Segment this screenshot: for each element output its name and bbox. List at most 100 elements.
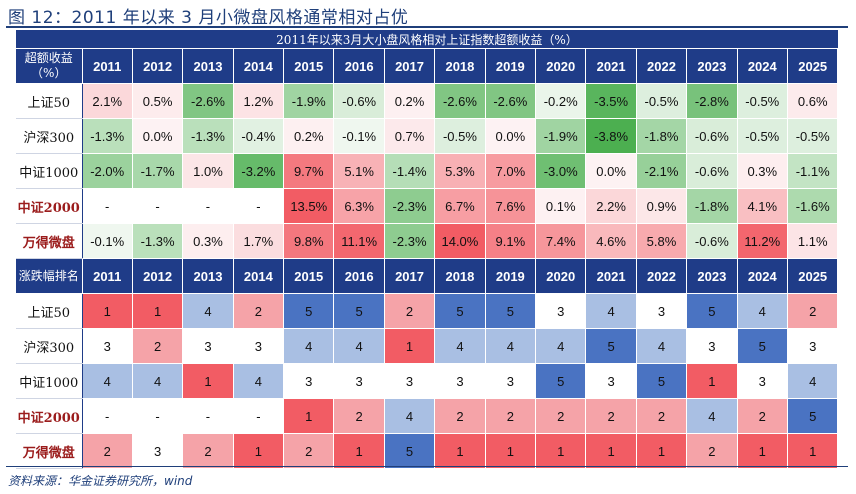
year-header: 2015 (283, 258, 335, 294)
rank-cell: 4 (636, 328, 688, 364)
excess-return-cell: -1.9% (283, 83, 335, 119)
rank-cell: 3 (182, 328, 234, 364)
excess-return-cell: -2.6% (182, 83, 234, 119)
excess-return-cell: 1.7% (233, 223, 285, 259)
rank-cell: 4 (82, 363, 133, 399)
rank-cell: 3 (384, 363, 436, 399)
year-header: 2023 (686, 48, 738, 84)
excess-return-cell: -1.4% (384, 153, 436, 189)
rank-cell: 1 (333, 433, 385, 469)
rank-cell: 4 (485, 328, 537, 364)
excess-return-cell: -0.1% (333, 118, 385, 154)
rank-cell: 3 (333, 363, 385, 399)
rank-cell: 2 (485, 398, 537, 434)
excess-return-cell: 0.3% (737, 153, 788, 189)
excess-return-row: 中证1000 -2.0% -1.7% 1.0% -3.2% 9.7% 5.1% -1.4% 5.… (16, 153, 839, 189)
excess-return-cell: 0.0% (585, 153, 637, 189)
year-header: 2019 (485, 48, 537, 84)
year-header: 2025 (787, 258, 839, 294)
rank-cell: 2 (737, 398, 788, 434)
title-rule (6, 26, 848, 28)
excess-return-cell: - (82, 188, 133, 224)
excess-return-cell: 14.0% (434, 223, 486, 259)
excess-return-cell: -1.3% (132, 223, 184, 259)
excess-return-cell: 4.6% (585, 223, 637, 259)
rank-cell: 2 (283, 433, 335, 469)
source-note: 资料来源：华金证券研究所，wind (8, 474, 193, 488)
year-header: 2024 (737, 48, 788, 84)
excess-return-cell: -3.2% (233, 153, 285, 189)
index-name-label: 中证1000 (16, 363, 83, 399)
rank-cell: 4 (182, 293, 234, 329)
excess-return-cell: -2.8% (686, 83, 738, 119)
year-header: 2014 (233, 258, 285, 294)
rank-cell: 4 (686, 398, 738, 434)
rank-cell: 3 (535, 293, 587, 329)
table-banner-row: 2011年以来3月大小盘风格相对上证指数超额收益（%） (16, 30, 838, 49)
index-name-label: 上证50 (16, 293, 83, 329)
rank-cell: 2 (787, 293, 839, 329)
rank-cell: 2 (686, 433, 738, 469)
excess-return-cell: 7.6% (485, 188, 537, 224)
rank-cell: 5 (333, 293, 385, 329)
index-name-label: 上证50 (16, 83, 83, 119)
excess-return-cell: 0.6% (787, 83, 839, 119)
excess-return-cell: 13.5% (283, 188, 335, 224)
rank-row: 沪深300 3 2 3 3 4 4 1 4 4 4 5 4 3 5 3 (16, 328, 839, 364)
rank-cell: 3 (283, 363, 335, 399)
rank-cell: 3 (132, 433, 184, 469)
rank-cell: 1 (182, 363, 234, 399)
rank-cell: 2 (132, 328, 184, 364)
rank-cell: 1 (82, 293, 133, 329)
year-header: 2022 (636, 258, 688, 294)
excess-return-cell: 5.8% (636, 223, 688, 259)
table-banner-title: 2011年以来3月大小盘风格相对上证指数超额收益（%） (16, 30, 838, 49)
year-header: 2017 (384, 258, 436, 294)
rank-cell: 3 (585, 363, 637, 399)
excess-return-cell: 0.2% (283, 118, 335, 154)
rank-cell: 5 (283, 293, 335, 329)
rank-cell: 5 (434, 293, 486, 329)
year-header: 2015 (283, 48, 335, 84)
rank-cell: 2 (82, 433, 133, 469)
excess-return-cell: 5.3% (434, 153, 486, 189)
index-name-label: 沪深300 (16, 118, 83, 154)
rank-cell: 4 (737, 293, 788, 329)
rank-cell: 1 (384, 328, 436, 364)
rank-cell: - (82, 398, 133, 434)
excess-return-cell: 4.1% (737, 188, 788, 224)
excess-return-cell: -0.5% (737, 118, 788, 154)
rank-cell: 1 (686, 363, 738, 399)
excess-return-cell: -2.0% (82, 153, 133, 189)
excess-return-cell: - (233, 188, 285, 224)
year-header: 2011 (82, 48, 133, 84)
rank-cell: 4 (787, 363, 839, 399)
excess-return-cell: 0.3% (182, 223, 234, 259)
excess-return-cell: 0.2% (384, 83, 436, 119)
rank-cell: 1 (485, 433, 537, 469)
excess-return-row: 中证2000- - - -13.5% 6.3% -2.3% 6.7% 7.6% 0.1% 2.2%… (16, 188, 839, 224)
excess-return-cell: 2.2% (585, 188, 637, 224)
year-header: 2014 (233, 48, 285, 84)
excess-return-cell: -0.6% (686, 223, 738, 259)
excess-return-cell: 2.1% (82, 83, 133, 119)
excess-return-cell: 0.5% (132, 83, 184, 119)
excess-return-cell: -3.0% (535, 153, 587, 189)
year-header: 2020 (535, 258, 587, 294)
excess-return-cell: -2.6% (485, 83, 537, 119)
rank-cell: 1 (737, 433, 788, 469)
rank-cell: - (132, 398, 184, 434)
index-name-label: 中证1000 (16, 153, 83, 189)
excess-return-row: 上证50 2.1% 0.5% -2.6% 1.2% -1.9% -0.6% 0.2% -2.6%… (16, 83, 839, 119)
excess-return-cell: 1.1% (787, 223, 839, 259)
rank-cell: 3 (737, 363, 788, 399)
rank-cell: 5 (636, 363, 688, 399)
excess-return-cell: 9.7% (283, 153, 335, 189)
excess-return-cell: 0.0% (485, 118, 537, 154)
excess-return-row: 万得微盘 -0.1% -1.3% 0.3% 1.7% 9.8% 11.1% -2.3% 14.0… (16, 223, 839, 259)
rank-row: 上证50 1 1 4 2 5 5 2 5 5 3 4 3 5 4 2 (16, 293, 839, 329)
excess-return-cell: -0.2% (535, 83, 587, 119)
excess-return-cell: -0.4% (233, 118, 285, 154)
rank-cell: 3 (485, 363, 537, 399)
year-header: 2021 (585, 258, 637, 294)
